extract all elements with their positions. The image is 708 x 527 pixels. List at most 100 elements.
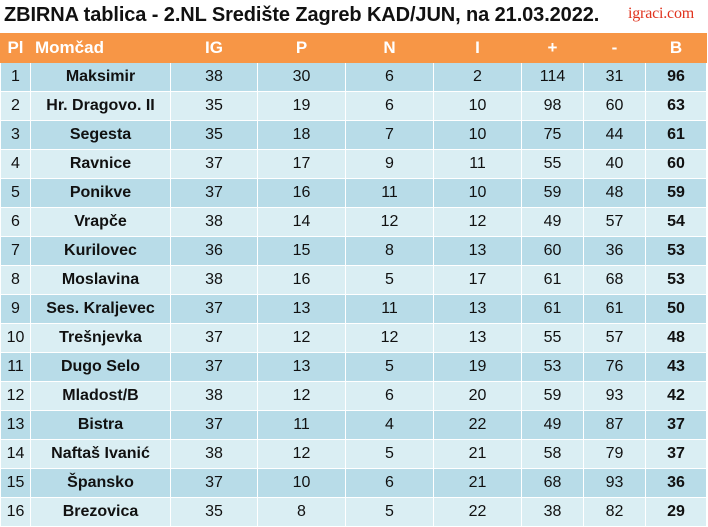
table-row: 10 Trešnjevka 37 12 12 13 55 57 48 <box>0 323 707 353</box>
cell-draws: 9 <box>345 149 434 179</box>
cell-goals-against: 68 <box>583 265 646 295</box>
cell-losses: 22 <box>433 410 522 440</box>
cell-wins: 11 <box>257 410 346 440</box>
table-row: 3 Segesta 35 18 7 10 75 44 61 <box>0 120 707 150</box>
cell-team: Špansko <box>30 468 171 498</box>
col-header-position[interactable]: Pl <box>0 33 31 63</box>
cell-goals-for: 75 <box>521 120 584 150</box>
cell-points: 60 <box>645 149 707 179</box>
cell-position: 12 <box>0 381 31 411</box>
cell-position: 4 <box>0 149 31 179</box>
standings-sheet: ZBIRNA tablica - 2.NL Središte Zagreb KA… <box>0 4 707 527</box>
cell-wins: 12 <box>257 439 346 469</box>
cell-team: Vrapče <box>30 207 171 237</box>
cell-played: 38 <box>170 207 258 237</box>
cell-position: 8 <box>0 265 31 295</box>
cell-team: Ses. Kraljevec <box>30 294 171 324</box>
table-row: 8 Moslavina 38 16 5 17 61 68 53 <box>0 265 707 295</box>
cell-wins: 13 <box>257 352 346 382</box>
cell-goals-for: 55 <box>521 323 584 353</box>
cell-played: 38 <box>170 439 258 469</box>
cell-draws: 5 <box>345 439 434 469</box>
cell-goals-for: 53 <box>521 352 584 382</box>
cell-wins: 12 <box>257 323 346 353</box>
cell-draws: 5 <box>345 265 434 295</box>
cell-goals-against: 61 <box>583 294 646 324</box>
col-header-wins[interactable]: P <box>257 33 346 63</box>
cell-wins: 8 <box>257 497 346 527</box>
col-header-draws[interactable]: N <box>345 33 434 63</box>
cell-played: 35 <box>170 91 258 121</box>
cell-played: 38 <box>170 62 258 92</box>
cell-played: 35 <box>170 120 258 150</box>
cell-goals-for: 61 <box>521 294 584 324</box>
cell-position: 13 <box>0 410 31 440</box>
col-header-team[interactable]: Momčad <box>30 33 171 63</box>
cell-draws: 8 <box>345 236 434 266</box>
cell-team: Ponikve <box>30 178 171 208</box>
cell-team: Dugo Selo <box>30 352 171 382</box>
cell-team: Trešnjevka <box>30 323 171 353</box>
cell-points: 61 <box>645 120 707 150</box>
cell-position: 14 <box>0 439 31 469</box>
cell-losses: 13 <box>433 236 522 266</box>
cell-losses: 10 <box>433 178 522 208</box>
cell-points: 96 <box>645 62 707 92</box>
col-header-goals-against[interactable]: - <box>583 33 646 63</box>
igraci-logo: igraci.com <box>628 5 694 22</box>
cell-goals-against: 93 <box>583 381 646 411</box>
cell-played: 38 <box>170 381 258 411</box>
cell-team: Ravnice <box>30 149 171 179</box>
cell-goals-against: 93 <box>583 468 646 498</box>
cell-goals-for: 49 <box>521 410 584 440</box>
table-row: 1 Maksimir 38 30 6 2 114 31 96 <box>0 62 707 92</box>
cell-points: 50 <box>645 294 707 324</box>
col-header-played[interactable]: IG <box>170 33 258 63</box>
table-row: 11 Dugo Selo 37 13 5 19 53 76 43 <box>0 352 707 382</box>
cell-position: 10 <box>0 323 31 353</box>
cell-points: 37 <box>645 410 707 440</box>
cell-wins: 16 <box>257 178 346 208</box>
cell-team: Maksimir <box>30 62 171 92</box>
cell-wins: 18 <box>257 120 346 150</box>
cell-team: Moslavina <box>30 265 171 295</box>
table-row: 6 Vrapče 38 14 12 12 49 57 54 <box>0 207 707 237</box>
cell-goals-against: 36 <box>583 236 646 266</box>
cell-goals-for: 114 <box>521 62 584 92</box>
cell-position: 11 <box>0 352 31 382</box>
table-row: 2 Hr. Dragovo. II 35 19 6 10 98 60 63 <box>0 91 707 121</box>
cell-losses: 21 <box>433 439 522 469</box>
col-header-points[interactable]: B <box>645 33 707 63</box>
cell-draws: 6 <box>345 381 434 411</box>
cell-wins: 30 <box>257 62 346 92</box>
cell-goals-for: 49 <box>521 207 584 237</box>
cell-team: Bistra <box>30 410 171 440</box>
cell-losses: 2 <box>433 62 522 92</box>
cell-losses: 12 <box>433 207 522 237</box>
cell-goals-against: 57 <box>583 207 646 237</box>
cell-wins: 14 <box>257 207 346 237</box>
cell-goals-against: 48 <box>583 178 646 208</box>
table-row: 16 Brezovica 35 8 5 22 38 82 29 <box>0 497 707 527</box>
cell-points: 53 <box>645 265 707 295</box>
cell-draws: 7 <box>345 120 434 150</box>
cell-draws: 6 <box>345 468 434 498</box>
table-row: 14 Naftaš Ivanić 38 12 5 21 58 79 37 <box>0 439 707 469</box>
cell-losses: 13 <box>433 323 522 353</box>
cell-team: Hr. Dragovo. II <box>30 91 171 121</box>
cell-goals-against: 76 <box>583 352 646 382</box>
cell-points: 29 <box>645 497 707 527</box>
cell-draws: 12 <box>345 323 434 353</box>
cell-team: Brezovica <box>30 497 171 527</box>
cell-goals-for: 59 <box>521 381 584 411</box>
cell-wins: 12 <box>257 381 346 411</box>
cell-goals-for: 38 <box>521 497 584 527</box>
cell-points: 54 <box>645 207 707 237</box>
cell-position: 3 <box>0 120 31 150</box>
cell-wins: 10 <box>257 468 346 498</box>
col-header-goals-for[interactable]: + <box>521 33 584 63</box>
cell-position: 5 <box>0 178 31 208</box>
cell-draws: 5 <box>345 352 434 382</box>
cell-points: 48 <box>645 323 707 353</box>
col-header-losses[interactable]: I <box>433 33 522 63</box>
